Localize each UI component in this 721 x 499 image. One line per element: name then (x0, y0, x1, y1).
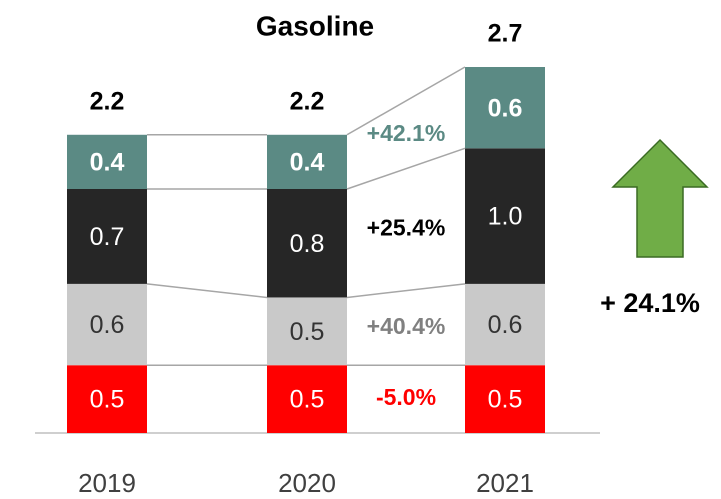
growth-label: +42.1% (367, 120, 446, 146)
bar-segment (465, 365, 545, 433)
x-tick-label: 2021 (476, 468, 534, 498)
bar-segment (67, 365, 147, 433)
bar-segment (67, 134, 147, 189)
overall-growth: + 24.1% (600, 288, 700, 318)
bar-segment (465, 148, 545, 284)
segment-label: 0.5 (290, 386, 325, 414)
total-label: 2.2 (290, 87, 325, 115)
segment-label: 0.6 (90, 311, 125, 339)
x-tick-label: 2019 (78, 468, 136, 498)
total-label: 2.7 (488, 20, 523, 48)
total-label: 2.2 (90, 87, 125, 115)
bar-segment (67, 283, 147, 366)
bar-segment (465, 67, 545, 149)
segment-label: 0.4 (290, 148, 325, 176)
up-arrow (611, 138, 709, 258)
segment-label: 0.6 (488, 311, 523, 339)
bar-segment (465, 283, 545, 366)
bar-segment (267, 189, 347, 298)
segment-label: 0.5 (488, 386, 523, 414)
growth-label: -5.0% (376, 384, 436, 410)
segment-label: 0.5 (290, 318, 325, 346)
segment-label: 0.4 (90, 148, 125, 176)
connector (346, 283, 466, 299)
segment-label: 0.6 (488, 94, 523, 122)
segment-label: 1.0 (488, 203, 523, 231)
connector (146, 283, 268, 299)
bar-segment (267, 297, 347, 366)
bar-segment (267, 365, 347, 433)
chart-title: Gasoline (256, 10, 374, 41)
x-tick-label: 2020 (278, 468, 336, 498)
segment-label: 0.5 (90, 386, 125, 414)
bar-segment (267, 134, 347, 189)
bar-segment (67, 189, 147, 284)
growth-label: +25.4% (367, 215, 446, 241)
growth-label: +40.4% (367, 313, 446, 339)
segment-label: 0.7 (90, 223, 125, 251)
connector (346, 147, 466, 190)
segment-label: 0.8 (290, 230, 325, 258)
connector (346, 66, 466, 136)
